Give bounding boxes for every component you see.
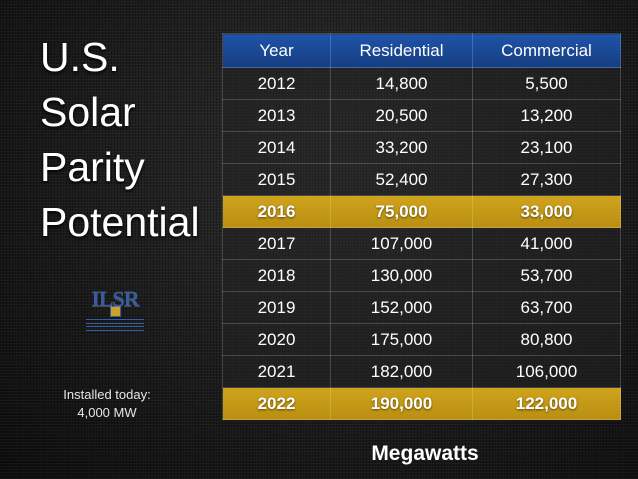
commercial-cell: 33,000 bbox=[472, 195, 621, 228]
residential-cell: 107,000 bbox=[330, 227, 473, 260]
unit-label: Megawatts bbox=[371, 442, 479, 465]
slide-title: U.S. Solar Parity Potential bbox=[40, 30, 220, 250]
residential-cell: 20,500 bbox=[330, 99, 473, 132]
residential-cell: 33,200 bbox=[330, 131, 473, 164]
table-row-highlighted: 2016 75,000 33,000 bbox=[222, 195, 621, 228]
table-row: 2014 33,200 23,100 bbox=[222, 131, 621, 164]
residential-cell: 182,000 bbox=[330, 355, 473, 388]
installed-note-line: Installed today: bbox=[63, 387, 151, 402]
year-cell: 2013 bbox=[222, 99, 331, 132]
commercial-cell: 23,100 bbox=[472, 131, 621, 164]
slide-title-line: Potential bbox=[40, 199, 200, 245]
year-cell: 2012 bbox=[222, 67, 331, 100]
residential-cell: 152,000 bbox=[330, 291, 473, 324]
commercial-cell: 106,000 bbox=[472, 355, 621, 388]
commercial-cell: 53,700 bbox=[472, 259, 621, 292]
year-cell: 2016 bbox=[222, 195, 331, 228]
table-row: 2021 182,000 106,000 bbox=[222, 355, 621, 388]
logo-crest-icon bbox=[109, 306, 121, 317]
table-row: 2020 175,000 80,800 bbox=[222, 323, 621, 356]
table-row: 2018 130,000 53,700 bbox=[222, 259, 621, 292]
commercial-cell: 41,000 bbox=[472, 227, 621, 260]
residential-cell: 14,800 bbox=[330, 67, 473, 100]
installed-note-line: 4,000 MW bbox=[77, 405, 137, 420]
table-body: 2012 14,800 5,500 2013 20,500 13,200 2014 33,20… bbox=[222, 67, 621, 420]
year-cell: 2015 bbox=[222, 163, 331, 196]
residential-cell: 175,000 bbox=[330, 323, 473, 356]
year-cell: 2022 bbox=[222, 387, 331, 420]
commercial-cell: 5,500 bbox=[472, 67, 621, 100]
table-header-row: Year Residential Commercial bbox=[222, 33, 621, 68]
commercial-cell: 27,300 bbox=[472, 163, 621, 196]
commercial-cell: 80,800 bbox=[472, 323, 621, 356]
slide-title-line: U.S. bbox=[40, 34, 120, 80]
column-header-residential: Residential bbox=[330, 33, 473, 68]
ilsr-logo: ILSR bbox=[82, 286, 148, 334]
residential-cell: 52,400 bbox=[330, 163, 473, 196]
table-row: 2012 14,800 5,500 bbox=[222, 67, 621, 100]
year-cell: 2019 bbox=[222, 291, 331, 324]
commercial-cell: 122,000 bbox=[472, 387, 621, 420]
slide-title-line: Solar bbox=[40, 89, 136, 135]
logo-rule bbox=[86, 326, 144, 331]
table-row: 2019 152,000 63,700 bbox=[222, 291, 621, 324]
table-header: Year Residential Commercial bbox=[222, 33, 621, 68]
table-row: 2017 107,000 41,000 bbox=[222, 227, 621, 260]
residential-cell: 190,000 bbox=[330, 387, 473, 420]
slide-title-line: Parity bbox=[40, 144, 145, 190]
year-cell: 2018 bbox=[222, 259, 331, 292]
commercial-cell: 63,700 bbox=[472, 291, 621, 324]
column-header-year: Year bbox=[222, 33, 331, 68]
installed-note: Installed today: 4,000 MW bbox=[34, 386, 180, 422]
solar-parity-table: Year Residential Commercial 2012 14,800 5,… bbox=[222, 33, 621, 420]
residential-cell: 75,000 bbox=[330, 195, 473, 228]
logo-mark: ILSR bbox=[91, 286, 139, 311]
table-row: 2015 52,400 27,300 bbox=[222, 163, 621, 196]
table-row-highlighted: 2022 190,000 122,000 bbox=[222, 387, 621, 420]
commercial-cell: 13,200 bbox=[472, 99, 621, 132]
year-cell: 2021 bbox=[222, 355, 331, 388]
year-cell: 2020 bbox=[222, 323, 331, 356]
column-header-commercial: Commercial bbox=[472, 33, 621, 68]
year-cell: 2014 bbox=[222, 131, 331, 164]
table-row: 2013 20,500 13,200 bbox=[222, 99, 621, 132]
year-cell: 2017 bbox=[222, 227, 331, 260]
residential-cell: 130,000 bbox=[330, 259, 473, 292]
logo-rule bbox=[86, 319, 144, 324]
